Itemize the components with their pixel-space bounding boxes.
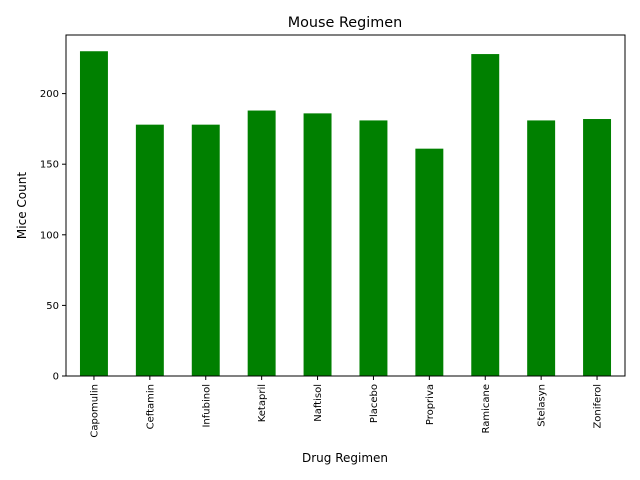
x-tick-label: Naftisol: [313, 384, 324, 422]
x-tick-label: Capomulin: [89, 384, 100, 438]
bar-infubinol: [191, 124, 220, 376]
bar-naftisol: [303, 113, 332, 377]
x-tick-label: Placebo: [369, 384, 380, 423]
bar-ketapril: [247, 110, 276, 376]
plot-frame: [65, 34, 626, 377]
y-tick-label: 50: [46, 301, 59, 312]
x-tick-label: Stelasyn: [537, 384, 548, 427]
y-tick-label: 0: [53, 372, 59, 383]
y-tick-label: 150: [40, 160, 59, 171]
y-tick-label: 100: [40, 230, 59, 241]
x-tick-label: Propriva: [425, 384, 436, 425]
y-axis-label: Mice Count: [15, 172, 29, 239]
bar-zoniferol: [583, 119, 612, 376]
x-tick-label: Ramicane: [481, 384, 492, 434]
x-tick-label: Infubinol: [201, 384, 212, 428]
bar-stelasyn: [527, 120, 556, 376]
bar-placebo: [359, 120, 388, 376]
bar-capomulin: [79, 51, 108, 376]
chart-title: Mouse Regimen: [288, 15, 403, 31]
bar-ceftamin: [135, 124, 164, 376]
x-axis: Capomulin Ceftamin Infubinol Ketapril Naftis…: [89, 376, 604, 438]
x-tick-label: Ketapril: [257, 384, 268, 422]
x-tick-label: Ceftamin: [145, 384, 156, 429]
y-axis: 0 50 100 150 200: [40, 89, 66, 383]
x-tick-label: Zoniferol: [593, 384, 604, 429]
bars-group: [79, 51, 612, 377]
bar-propriva: [415, 148, 444, 376]
x-axis-label: Drug Regimen: [302, 451, 388, 465]
bar-ramicane: [471, 54, 500, 377]
y-tick-label: 200: [40, 89, 59, 100]
